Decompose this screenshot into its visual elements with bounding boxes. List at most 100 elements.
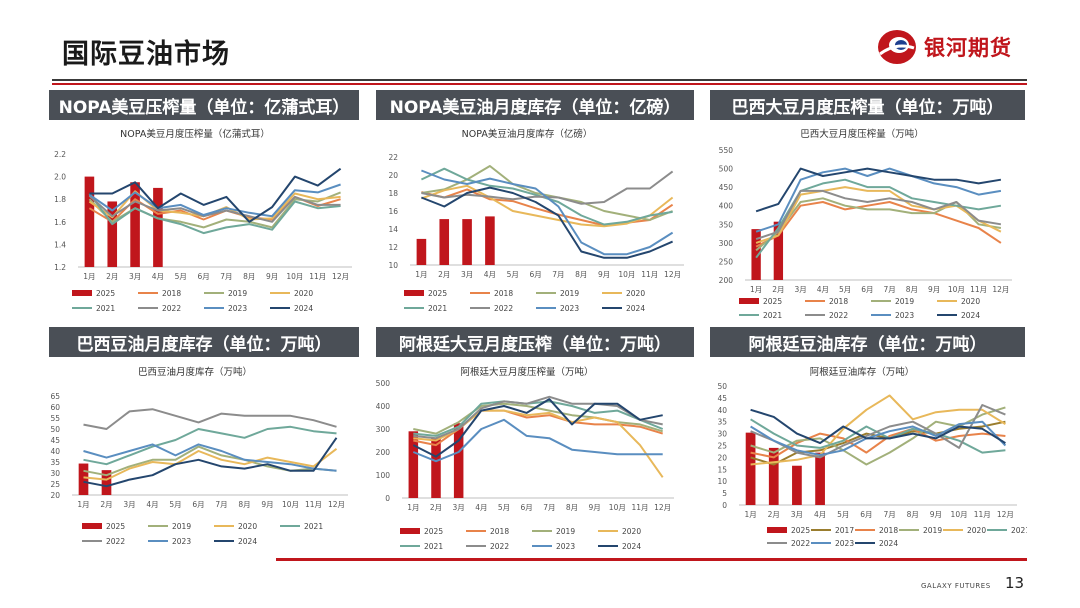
legend-label: 2020 (961, 297, 980, 306)
x-tick-label: 3月 (461, 270, 473, 279)
y-tick-label: 200 (719, 276, 734, 285)
y-tick-label: 10 (717, 477, 727, 486)
legend-label: 2024 (879, 539, 898, 548)
y-tick-label: 400 (719, 202, 734, 211)
bar-2025 (768, 447, 779, 505)
x-tick-label: 7月 (543, 503, 555, 512)
legend-label: 2021 (96, 304, 115, 313)
series-line-2023 (421, 169, 674, 256)
legend-label: 2020 (626, 289, 645, 298)
legend-label: 2022 (791, 539, 810, 548)
y-tick-label: 1.2 (54, 263, 66, 272)
y-tick-label: 12 (388, 243, 398, 252)
bar-2025 (815, 452, 825, 505)
legend-label: 2024 (622, 542, 641, 551)
series-line-2017 (750, 420, 1006, 466)
legend-label: 2025 (428, 289, 447, 298)
legend-label: 2022 (829, 311, 848, 320)
legend-label: 2025 (424, 527, 443, 536)
x-tick-label: 8月 (238, 500, 250, 509)
panel-title-nopa-oil-stock: NOPA美豆油月度库存（单位：亿磅） (376, 90, 694, 120)
legend-label: 2018 (490, 527, 509, 536)
legend-label: 2018 (879, 526, 898, 535)
chart-title: 阿根廷大豆月度压榨量（万吨） (460, 366, 593, 378)
series-line-2020 (421, 184, 674, 228)
legend-label: 2024 (238, 537, 257, 546)
y-tick-label: 30 (717, 430, 727, 439)
x-tick-label: 9月 (930, 510, 942, 519)
series-line-2024 (421, 186, 673, 259)
x-tick-label: 12月 (654, 503, 671, 512)
series-line-2018 (750, 427, 1006, 459)
x-tick-label: 12月 (328, 500, 345, 509)
legend-label: 2025 (763, 297, 782, 306)
panel-title-argentina-oil-stock: 阿根廷豆油库存（单位：万吨） (710, 327, 1025, 357)
legend-swatch-2025 (72, 290, 92, 296)
series-line-2020 (755, 186, 1002, 244)
series-line-2024 (412, 398, 663, 458)
y-tick-label: 0 (722, 501, 727, 510)
y-tick-label: 25 (50, 480, 60, 489)
y-tick-label: 40 (717, 406, 727, 415)
x-tick-label: 1月 (407, 503, 419, 512)
chart-title: NOPA美豆月度压榨量（亿蒲式耳） (120, 128, 270, 140)
legend-label: 2025 (791, 526, 810, 535)
series-line-2021 (413, 400, 664, 437)
series-line-2024 (89, 167, 342, 223)
legend-label: 2020 (967, 526, 986, 535)
x-tick-label: 9月 (589, 503, 601, 512)
legend-swatch-2025 (739, 298, 759, 304)
chart-argentina-crush: 阿根廷大豆月度压榨量（万吨） 0 100 200 300 400 500 1月 2月 3月 4月 5月… (362, 362, 692, 552)
x-tick-label: 7月 (552, 270, 564, 279)
series-line-2023 (88, 183, 341, 218)
y-tick-label: 20 (388, 171, 398, 180)
y-tick-label: 16 (388, 207, 398, 216)
x-tick-label: 6月 (861, 285, 873, 294)
legend-label: 2025 (96, 289, 115, 298)
x-tick-label: 12月 (997, 510, 1014, 519)
x-tick-label: 11月 (305, 500, 322, 509)
header-accent-line (52, 83, 1027, 85)
x-tick-label: 8月 (907, 510, 919, 519)
bar-2025 (453, 423, 464, 498)
bar-2025 (439, 219, 450, 265)
x-tick-label: 10月 (609, 503, 626, 512)
y-tick-label: 1.4 (54, 240, 66, 249)
bar-2025 (101, 470, 112, 495)
y-tick-label: 30 (50, 469, 60, 478)
y-tick-label: 14 (388, 225, 398, 234)
footer-accent-line (276, 558, 1027, 561)
legend-label: 2018 (494, 289, 513, 298)
series-line-2023 (412, 418, 663, 463)
x-tick-label: 5月 (839, 285, 851, 294)
legend-label: 2023 (228, 304, 247, 313)
x-tick-label: 4月 (152, 272, 164, 281)
x-tick-label: 10月 (948, 285, 965, 294)
x-tick-label: 8月 (243, 272, 255, 281)
y-tick-label: 0 (385, 494, 390, 503)
legend-label: 2020 (294, 289, 313, 298)
x-tick-label: 3月 (791, 510, 803, 519)
panel-title-brazil-oil-stock: 巴西豆油月度库存（单位：万吨） (49, 327, 359, 357)
chart-nopa-oil-stock: NOPA美豆油月度库存（亿磅） 10 12 14 16 18 20 22 1月 2月 3月 4月 5月 6… (362, 124, 692, 324)
chart-nopa-crush: NOPA美豆月度压榨量（亿蒲式耳） 1.2 1.4 1.6 1.8 2.0 2.2 1月 2月 3… (30, 124, 360, 324)
x-tick-label: 12月 (992, 285, 1009, 294)
x-tick-label: 1月 (77, 500, 89, 509)
y-tick-label: 55 (50, 414, 60, 423)
legend-label: 2023 (895, 311, 914, 320)
series-line-2022 (88, 195, 341, 223)
bar-2025 (78, 463, 89, 495)
y-tick-label: 22 (388, 153, 398, 162)
legend-label: 2019 (895, 297, 914, 306)
y-tick-label: 200 (376, 448, 391, 457)
x-tick-label: 10月 (286, 272, 303, 281)
x-tick-label: 12月 (332, 272, 349, 281)
legend-label: 2023 (835, 539, 854, 548)
x-tick-label: 4月 (817, 285, 829, 294)
x-tick-label: 9月 (598, 270, 610, 279)
page-title: 国际豆油市场 (62, 39, 230, 70)
series-line-2022 (413, 395, 663, 440)
x-tick-label: 11月 (974, 510, 991, 519)
